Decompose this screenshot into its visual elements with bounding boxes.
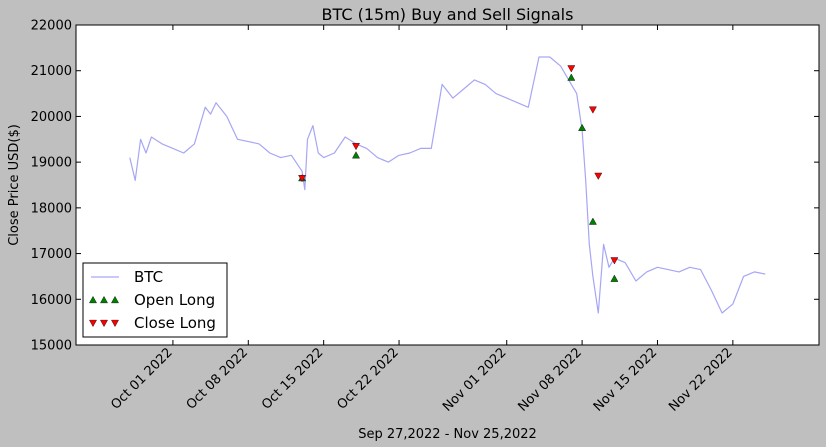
price-series [129,56,766,314]
legend-box [82,262,228,338]
close-long-marker [298,175,307,183]
open-long-marker [610,274,619,282]
y-tick-label: 20000 [31,110,72,125]
close-long-marker [610,257,619,265]
signal-markers [298,65,619,282]
legend-open-long-swatch [89,295,97,304]
chart-title: BTC (15m) Buy and Sell Signals [322,5,574,24]
y-axis: 15000 16000 17000 18000 19000 20000 21000 22000 [31,19,819,354]
legend-open-long-swatch [100,295,108,304]
x-axis-label: Sep 27,2022 - Nov 25,2022 [358,427,537,442]
y-tick-label: 16000 [31,293,72,308]
y-tick-label: 15000 [31,339,72,354]
open-long-marker [578,123,587,131]
open-long-marker [352,151,360,159]
open-long-marker [567,73,576,81]
legend-close-long-swatch [100,319,108,328]
plot-frame [75,24,820,346]
legend-btc-label: BTC [134,268,163,286]
legend-open-long-swatch [111,295,119,304]
legend: BTC Open Long Close Long [82,262,228,338]
close-long-marker [352,143,360,151]
legend-close-long-swatch [111,319,119,328]
y-tick-label: 17000 [31,247,72,262]
close-long-marker [588,106,597,114]
y-tick-label: 21000 [31,64,72,79]
legend-close-long-label: Close Long [134,314,216,332]
y-tick-label: 18000 [31,201,72,216]
open-long-marker [588,217,597,225]
close-long-marker [567,65,576,73]
close-long-marker [594,172,603,180]
legend-open-long-label: Open Long [134,291,215,309]
y-axis-label: Close Price USD($) [7,124,22,246]
legend-close-long-swatch [89,319,97,328]
y-tick-label: 19000 [31,156,72,171]
btc-price-line [129,56,766,314]
y-tick-label: 22000 [31,19,72,34]
